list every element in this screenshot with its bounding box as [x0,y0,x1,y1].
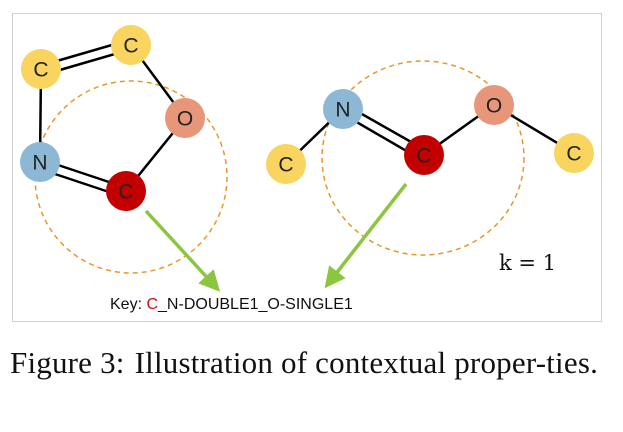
atom-label: C [123,35,138,58]
atom-label: C [278,154,293,177]
molecule-diagram: C C O C N C N C [20,25,594,313]
right-arrow [324,182,408,289]
k-label: k = 1 [499,251,556,275]
atom-label: N [32,152,47,175]
atom-label: C [33,59,48,82]
key-rest: _N-DOUBLE1_O-SINGLE1 [157,296,353,313]
left-atom-c1: C [21,49,61,89]
left-atom-o: O [165,98,205,138]
caption-label: Figure 3: [10,345,125,380]
figure-panel: C C O C N C N C [12,13,602,322]
right-atom-n: N [323,89,363,129]
atom-label: C [416,145,431,168]
left-atom-c2: C [111,25,151,65]
atom-label: O [177,108,193,131]
key-prefix: Key: [110,296,146,313]
left-arrow [144,209,221,292]
atom-label: C [566,143,581,166]
right-atom-c4: C [266,144,306,184]
caption-text: Illustration of contextual proper-ties. [134,345,599,380]
right-atom-c-center: C [404,135,444,175]
atom-label: O [486,95,502,118]
right-context-circle [321,60,525,256]
key-highlight: C [146,296,158,313]
key-text: Key: C_N-DOUBLE1_O-SINGLE1 [110,296,353,313]
right-atom-c6: C [554,133,594,173]
atom-label: C [118,181,133,204]
left-atom-c-center: C [106,171,146,211]
right-atom-o: O [474,85,514,125]
atom-label: N [335,99,350,122]
figure-caption: Figure 3: Illustration of contextual prop… [10,344,615,382]
left-atom-n: N [20,142,60,182]
